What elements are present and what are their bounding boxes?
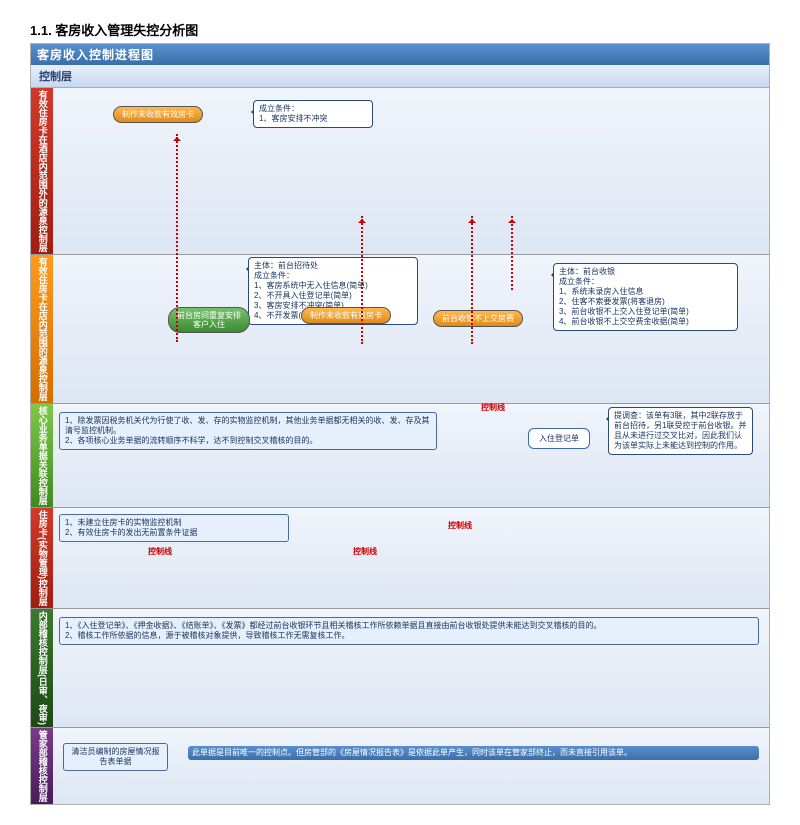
callout-row1: 成立条件：1、客房安排不冲突 xyxy=(253,100,373,128)
row-5-lane: 1、《入住登记单》、《押金收据》、《结账单》、《发票》都经过前台收银环节且相关稽… xyxy=(53,609,769,727)
control-line-label-3: 控制线 xyxy=(353,546,377,557)
row-5: 内部稽核控制层(日审、夜审) 1、《入住登记单》、《押金收据》、《结账单》、《发… xyxy=(31,608,769,727)
row-4: 住房卡(实物管理)控制层 1、未建立住房卡的实物监控机制2、有效住房卡的发出无前… xyxy=(31,507,769,608)
row-1-lane: 制作未收款有效房卡 成立条件：1、客房安排不冲突 xyxy=(53,88,769,254)
control-line-label-1: 控制线 xyxy=(481,402,505,413)
row4-textbox: 1、未建立住房卡的实物监控机制2、有效住房卡的发出无前置条件证据 xyxy=(59,514,289,542)
control-arrow-1 xyxy=(176,134,178,342)
flowchart-frame: 客房收入控制进程图 控制层 有效住房卡在酒店内范围外的源泉控制层 制作未收款有效… xyxy=(30,43,770,805)
pill-green: 前台房间重复安排客户入住 xyxy=(168,307,250,333)
row5-textbox: 1、《入住登记单》、《押金收据》、《结账单》、《发票》都经过前台收银环节且相关稽… xyxy=(59,617,759,645)
row3-note: 提调查：该单有3联，其中2联存放于前台招待，另1联受控于前台收银。并且从未进行过… xyxy=(608,407,753,455)
control-arrow-2 xyxy=(361,216,363,344)
row6-text: 此单据是目前唯一的控制点。但房管部的《房屋情况报告表》是依据此单产生，同时该单在… xyxy=(188,746,759,760)
pill-orange-2: 前台收银不上交房费 xyxy=(433,310,523,327)
row-2-lane: 主体：前台招待处成立条件：1、客房系统中无入住信息(简单)2、不开具入住登记单(… xyxy=(53,255,769,403)
pill-make-card-1: 制作未收款有效房卡 xyxy=(113,106,203,123)
row-3-lane: 1、除发票因税务机关代为行使了收、发、存的实物监控机制，其他业务单据都无相关的收… xyxy=(53,404,769,507)
section-heading: 1.1. 客房收入管理失控分析图 xyxy=(30,20,770,39)
row-2-label: 有效住房卡在店内范围的源泉控制层 xyxy=(31,255,53,403)
row-6: 管家部稽核控制层 清洁员编制的房屋情况报告表单据 此单据是目前唯一的控制点。但房… xyxy=(31,727,769,804)
control-arrow-4 xyxy=(511,216,513,290)
top-band-label: 控制层 xyxy=(31,65,769,88)
row-5-label: 内部稽核控制层(日审、夜审) xyxy=(31,609,53,727)
row-6-label: 管家部稽核控制层 xyxy=(31,728,53,804)
row-3-label: 核心业务单据关联控制层 xyxy=(31,404,53,507)
callout-row2-right: 主体：前台收银成立条件：1、系统未录房入住信息2、住客不索要发票(将客退房)3、… xyxy=(553,263,738,331)
row6-box: 清洁员编制的房屋情况报告表单据 xyxy=(63,743,168,771)
row-3: 核心业务单据关联控制层 1、除发票因税务机关代为行使了收、发、存的实物监控机制，… xyxy=(31,403,769,507)
control-line-label-4: 控制线 xyxy=(448,520,472,531)
row-2: 有效住房卡在店内范围的源泉控制层 主体：前台招待处成立条件：1、客房系统中无入住… xyxy=(31,254,769,403)
row-1: 有效住房卡在酒店内范围外的源泉控制层 制作未收款有效房卡 成立条件：1、客房安排… xyxy=(31,88,769,254)
pill-orange-1: 制作未收款有效房卡 xyxy=(301,307,391,324)
row-4-lane: 1、未建立住房卡的实物监控机制2、有效住房卡的发出无前置条件证据 控制线 控制线… xyxy=(53,508,769,608)
control-arrow-3 xyxy=(471,216,473,344)
chart-title: 客房收入控制进程图 xyxy=(31,44,769,65)
form-registration: 入住登记单 xyxy=(528,428,590,449)
swimlane-rows: 有效住房卡在酒店内范围外的源泉控制层 制作未收款有效房卡 成立条件：1、客房安排… xyxy=(31,88,769,804)
row-1-label: 有效住房卡在酒店内范围外的源泉控制层 xyxy=(31,88,53,254)
row-6-lane: 清洁员编制的房屋情况报告表单据 此单据是目前唯一的控制点。但房管部的《房屋情况报… xyxy=(53,728,769,804)
row3-textbox: 1、除发票因税务机关代为行使了收、发、存的实物监控机制，其他业务单据都无相关的收… xyxy=(59,412,437,450)
control-line-label-2: 控制线 xyxy=(148,546,172,557)
row-4-label: 住房卡(实物管理)控制层 xyxy=(31,508,53,608)
